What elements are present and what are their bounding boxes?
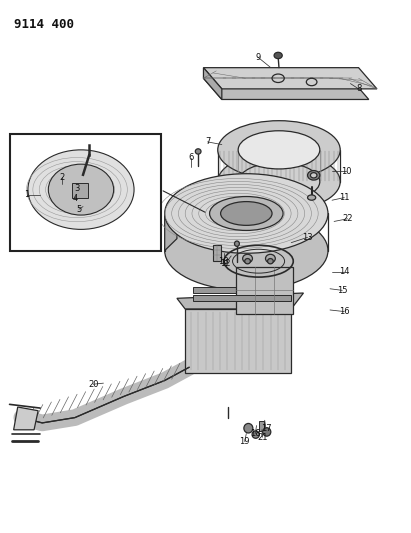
Text: 3: 3 — [74, 183, 80, 192]
Text: 21: 21 — [257, 433, 268, 442]
Text: 5: 5 — [76, 205, 81, 214]
Ellipse shape — [218, 120, 340, 179]
Polygon shape — [203, 78, 369, 100]
Ellipse shape — [245, 259, 250, 264]
Bar — [213, 245, 221, 261]
Ellipse shape — [307, 171, 320, 180]
Bar — [185, 309, 291, 373]
Text: 2: 2 — [59, 173, 65, 182]
Bar — [259, 421, 264, 431]
Polygon shape — [165, 193, 177, 251]
Ellipse shape — [268, 259, 273, 264]
Ellipse shape — [242, 254, 252, 263]
Ellipse shape — [195, 149, 201, 154]
Ellipse shape — [266, 254, 275, 263]
Text: 8: 8 — [356, 84, 361, 93]
Text: 10: 10 — [341, 166, 351, 175]
Ellipse shape — [310, 173, 317, 178]
Ellipse shape — [252, 431, 259, 438]
Ellipse shape — [235, 241, 239, 246]
Text: 4: 4 — [72, 194, 78, 203]
Text: 20: 20 — [88, 379, 99, 389]
Ellipse shape — [263, 427, 271, 436]
Bar — [236, 266, 293, 314]
Bar — [193, 295, 291, 301]
Text: 14: 14 — [339, 268, 349, 276]
Bar — [72, 183, 88, 198]
Text: 19: 19 — [240, 437, 250, 446]
Text: 13: 13 — [302, 233, 313, 242]
Ellipse shape — [165, 174, 328, 253]
Ellipse shape — [244, 423, 253, 433]
Text: 9114 400: 9114 400 — [14, 18, 74, 31]
Text: 11: 11 — [339, 193, 349, 202]
Ellipse shape — [210, 197, 283, 230]
Text: 16: 16 — [339, 307, 350, 316]
Text: 18: 18 — [219, 257, 229, 265]
Ellipse shape — [238, 163, 320, 201]
Ellipse shape — [28, 150, 134, 229]
Text: 6: 6 — [189, 154, 194, 163]
Polygon shape — [203, 68, 222, 100]
Bar — [193, 287, 291, 293]
Polygon shape — [203, 68, 377, 89]
Text: 12: 12 — [220, 260, 230, 268]
Ellipse shape — [307, 195, 316, 200]
Text: 7: 7 — [205, 138, 210, 147]
Polygon shape — [177, 293, 303, 309]
Ellipse shape — [274, 52, 282, 59]
Ellipse shape — [221, 201, 272, 225]
Ellipse shape — [165, 211, 328, 290]
Ellipse shape — [48, 164, 114, 215]
Text: 9: 9 — [255, 53, 261, 62]
Text: 18: 18 — [250, 429, 261, 438]
Bar — [9, 134, 161, 251]
Text: 22: 22 — [342, 214, 353, 223]
Text: 15: 15 — [337, 286, 348, 295]
Text: 17: 17 — [261, 424, 271, 433]
Ellipse shape — [218, 152, 340, 211]
Ellipse shape — [238, 131, 320, 169]
Polygon shape — [14, 407, 38, 430]
Text: 1: 1 — [25, 190, 30, 199]
